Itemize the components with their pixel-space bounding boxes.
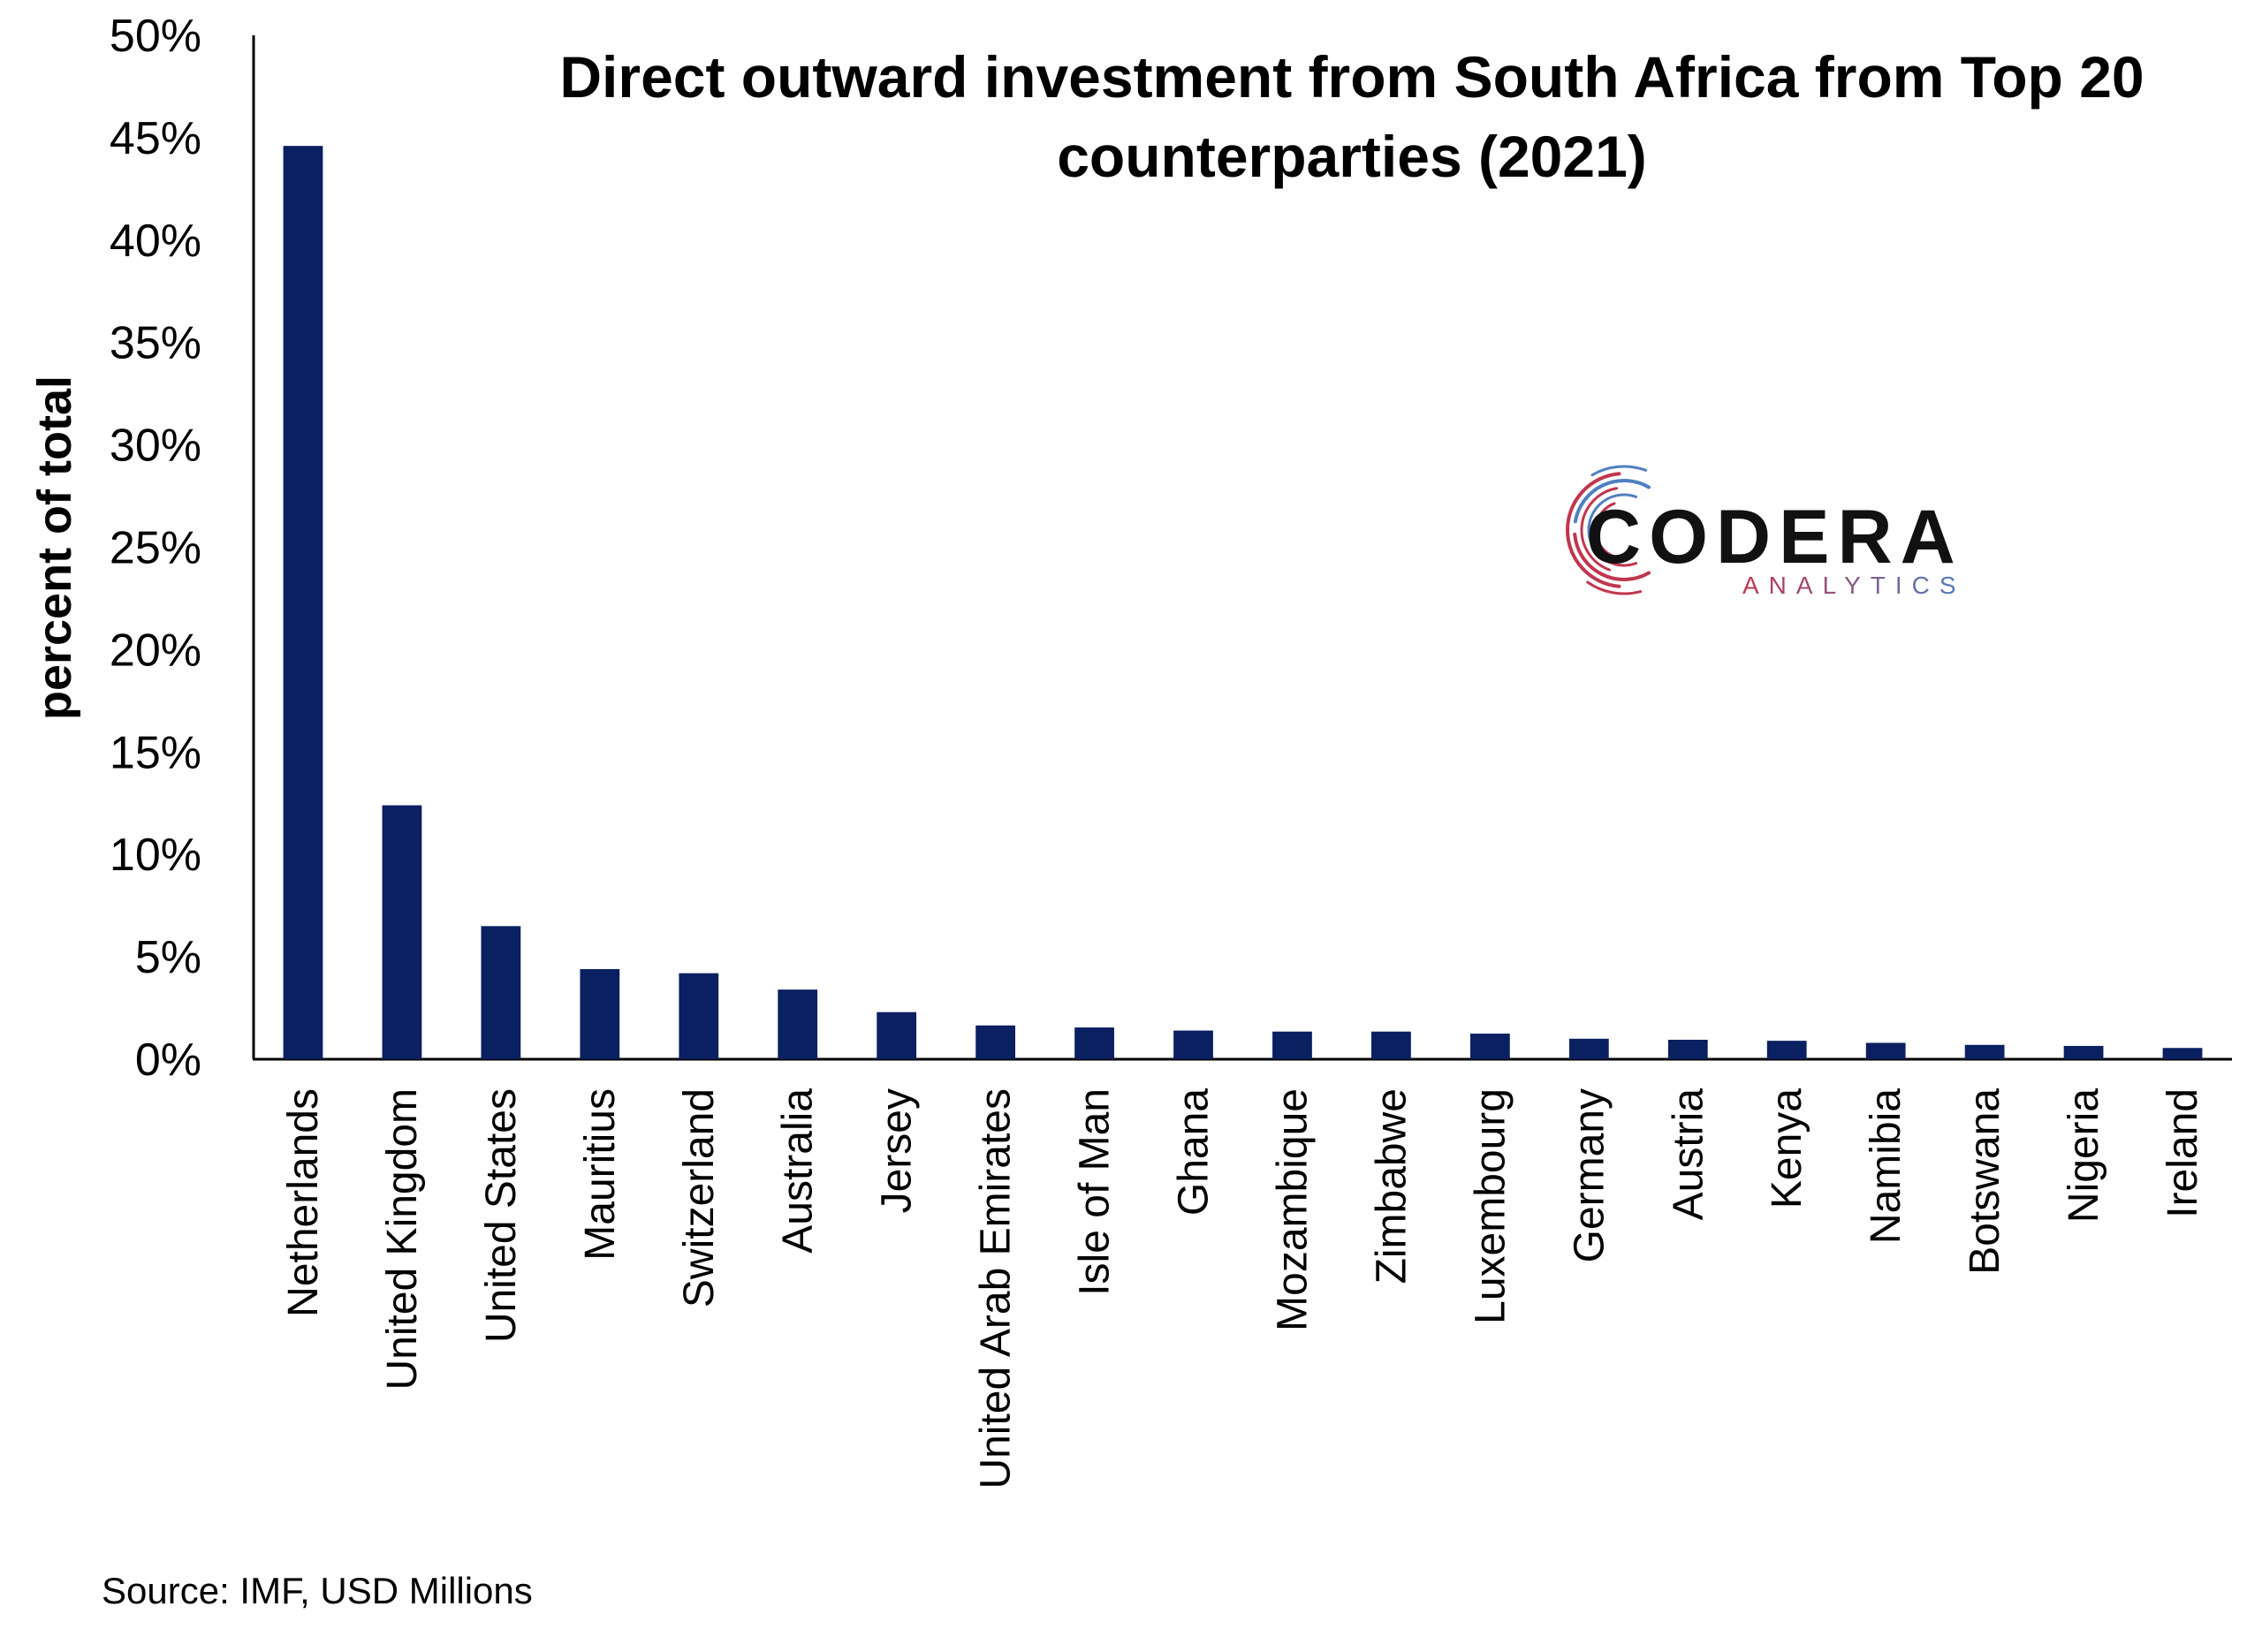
- bar: [1865, 1042, 1906, 1059]
- codera-logo: CODERA ANALYTICS: [1566, 465, 1966, 599]
- bar: [1173, 1030, 1213, 1059]
- x-category-label: Namibia: [1863, 1088, 1909, 1244]
- logo-arc: [1594, 502, 1621, 560]
- bar: [382, 805, 422, 1059]
- bar: [975, 1025, 1016, 1059]
- x-category-label: Isle of Man: [1072, 1088, 1119, 1296]
- x-category-label: Austria: [1665, 1088, 1712, 1221]
- x-category-label: Australia: [775, 1088, 822, 1254]
- y-tick-label: 15%: [110, 727, 201, 778]
- bar: [877, 1012, 917, 1059]
- category-labels: Netherlands United Kingdom United States Ma…: [280, 1088, 2206, 1489]
- y-tick-label: 20%: [110, 625, 201, 676]
- bars: [283, 146, 2203, 1059]
- y-tick-label: 40%: [110, 216, 201, 267]
- logo-arc: [1593, 549, 1638, 567]
- x-category-label: Mozambique: [1269, 1088, 1316, 1331]
- x-category-label: Ireland: [2160, 1088, 2206, 1218]
- logo-arc: [1586, 580, 1643, 595]
- source-note: Source: IMF, USD Millions: [102, 1570, 533, 1611]
- y-tick-label: 0%: [135, 1034, 201, 1086]
- y-tick-label: 25%: [110, 523, 201, 574]
- x-category-label: Nigeria: [2061, 1088, 2107, 1223]
- chart-title-line-1: Direct outward investment from South Afr…: [559, 44, 2144, 110]
- y-tick-label: 10%: [110, 830, 201, 881]
- bar: [778, 989, 818, 1059]
- x-category-label: Switzerland: [676, 1088, 723, 1307]
- logo-arc: [1573, 532, 1651, 581]
- logo-name: CODERA: [1586, 495, 1963, 580]
- x-category-label: United States: [478, 1088, 525, 1343]
- x-category-label: United Kingdom: [379, 1088, 426, 1391]
- bar: [1964, 1044, 2005, 1059]
- bar: [2063, 1045, 2104, 1059]
- logo-arc: [1566, 472, 1621, 588]
- x-category-label: Netherlands: [280, 1088, 327, 1317]
- x-category-label: Botswana: [1962, 1088, 2008, 1275]
- logo-arc: [1580, 487, 1619, 572]
- bar: [283, 146, 323, 1059]
- y-tick-label: 50%: [110, 11, 201, 62]
- x-category-label: United Arab Emirates: [973, 1088, 1020, 1489]
- y-tick-label: 45%: [110, 113, 201, 164]
- bar: [1469, 1034, 1510, 1059]
- chart-title-line-2: counterparties (2021): [1057, 124, 1647, 189]
- codera-logo-mark-icon: [1566, 465, 1651, 595]
- bar: [2162, 1048, 2203, 1059]
- x-category-label: Germany: [1566, 1088, 1613, 1262]
- logo-arc: [1590, 465, 1648, 477]
- y-tick-label: 5%: [135, 932, 201, 983]
- y-axis-label: percent of total: [28, 375, 81, 720]
- bar: [481, 926, 521, 1059]
- y-tick-labels: 0% 5% 10% 15% 20% 25% 30% 35% 40% 45% 50%: [110, 11, 201, 1086]
- x-category-label: Jersey: [874, 1088, 921, 1213]
- bar: [1568, 1038, 1609, 1059]
- x-category-label: Zimbabwe: [1368, 1088, 1415, 1284]
- x-category-label: Luxembourg: [1467, 1088, 1514, 1324]
- bar: [1272, 1031, 1312, 1059]
- x-category-label: Kenya: [1764, 1088, 1810, 1209]
- bar: [679, 973, 719, 1059]
- logo-tagline: ANALYTICS: [1742, 572, 1966, 599]
- y-tick-label: 35%: [110, 318, 201, 369]
- bar: [1667, 1039, 1708, 1059]
- x-category-label: Ghana: [1171, 1088, 1218, 1216]
- bar: [1074, 1027, 1114, 1059]
- x-category-label: Mauritius: [577, 1088, 624, 1261]
- logo-arc: [1587, 493, 1638, 544]
- logo-arc: [1573, 479, 1651, 524]
- y-tick-label: 30%: [110, 421, 201, 472]
- bar: [1371, 1031, 1411, 1059]
- bar: [1766, 1041, 1807, 1059]
- bar: [580, 969, 620, 1059]
